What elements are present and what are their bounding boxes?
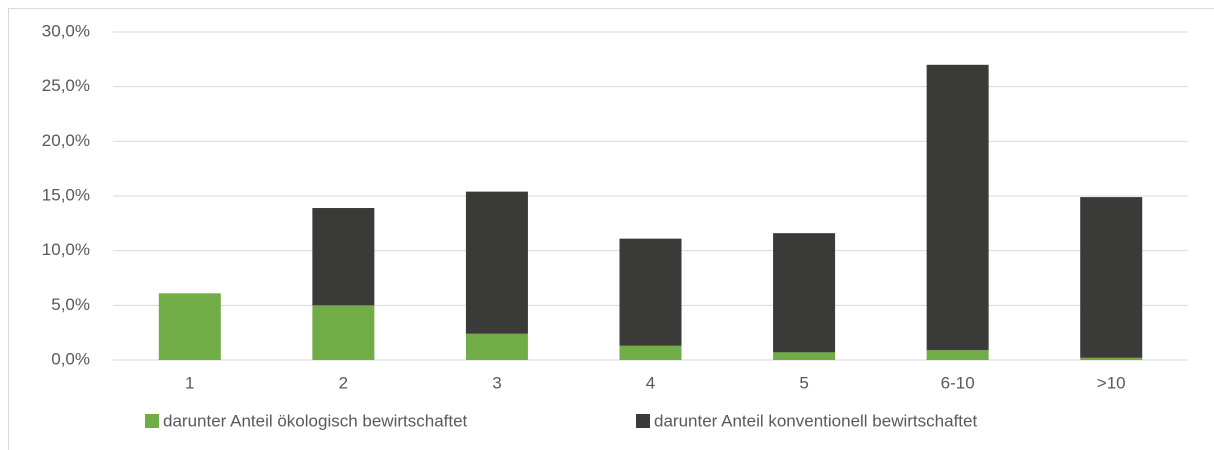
y-tick-label: 25,0% — [42, 76, 90, 95]
x-tick-label: 6-10 — [941, 373, 975, 392]
x-tick-label: >10 — [1097, 373, 1126, 392]
y-tick-label: 30,0% — [42, 21, 90, 40]
legend-label: darunter Anteil konventionell bewirtscha… — [654, 411, 977, 430]
legend-swatch — [145, 414, 159, 428]
chart-frame — [8, 8, 1214, 450]
y-tick-label: 15,0% — [42, 185, 90, 204]
x-tick-label: 1 — [185, 373, 194, 392]
bar-segment — [773, 352, 836, 360]
x-tick-label: 2 — [339, 373, 348, 392]
bar-segment — [312, 208, 375, 306]
y-tick-label: 10,0% — [42, 240, 90, 259]
y-tick-label: 0,0% — [51, 349, 90, 368]
legend-swatch — [636, 414, 650, 428]
bar-segment — [926, 350, 989, 360]
bar-segment — [158, 293, 221, 360]
bar-segment — [619, 238, 682, 346]
bar-segment — [1080, 357, 1143, 360]
x-tick-label: 4 — [646, 373, 655, 392]
x-tick-label: 5 — [799, 373, 808, 392]
y-tick-label: 20,0% — [42, 131, 90, 150]
bar-segment — [926, 64, 989, 351]
legend-label: darunter Anteil ökologisch bewirtschafte… — [163, 411, 468, 430]
bar-segment — [465, 333, 528, 360]
bar-segment — [465, 191, 528, 334]
y-tick-label: 5,0% — [51, 295, 90, 314]
bar-segment — [773, 233, 836, 353]
x-tick-label: 3 — [492, 373, 501, 392]
bar-segment — [1080, 197, 1143, 358]
bar-segment — [312, 305, 375, 360]
bar-segment — [619, 345, 682, 360]
